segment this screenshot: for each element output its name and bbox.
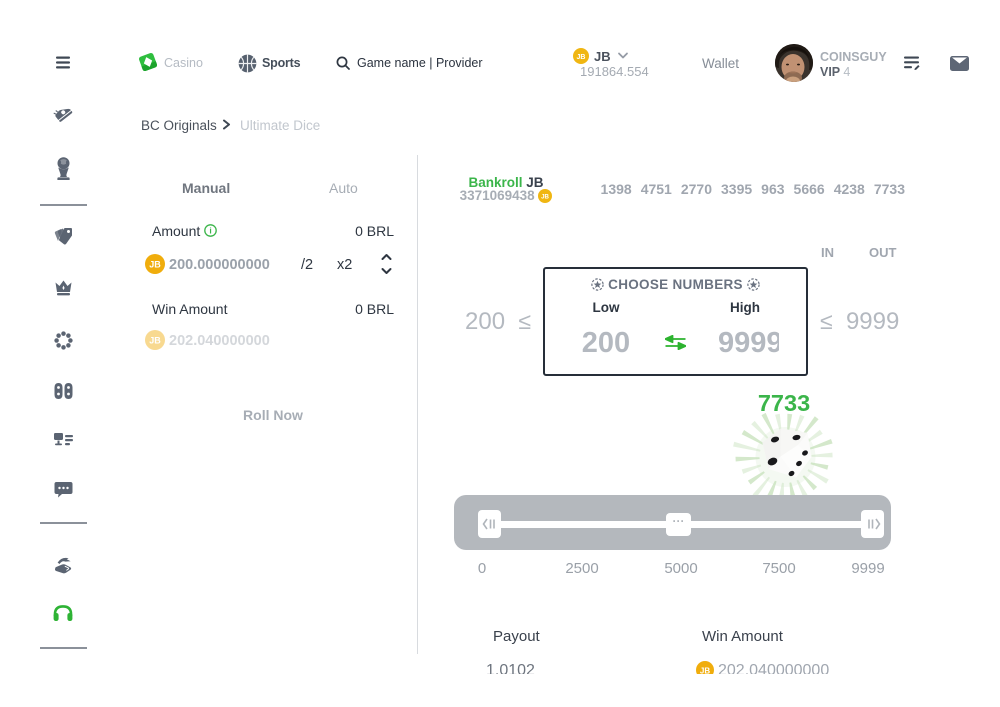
svg-text:JB: JB bbox=[542, 193, 550, 200]
svg-text:JB: JB bbox=[149, 336, 161, 346]
svg-text:i: i bbox=[209, 226, 211, 236]
svg-text:JB: JB bbox=[577, 54, 586, 61]
svg-text:JB: JB bbox=[700, 666, 710, 675]
svg-text:JB: JB bbox=[149, 260, 161, 270]
